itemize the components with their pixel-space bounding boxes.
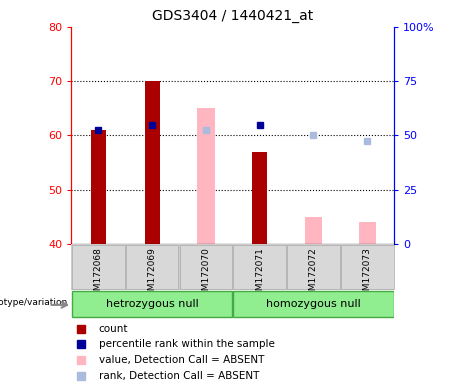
Bar (359, 222, 376, 244)
Text: hetrozygous null: hetrozygous null (106, 299, 199, 310)
Text: GSM172071: GSM172071 (255, 248, 264, 303)
Text: GSM172068: GSM172068 (94, 248, 103, 303)
Bar (305, 217, 322, 244)
Bar (287, 245, 340, 289)
Bar (252, 152, 267, 244)
Bar (145, 81, 160, 244)
Text: percentile rank within the sample: percentile rank within the sample (99, 339, 274, 349)
Text: value, Detection Call = ABSENT: value, Detection Call = ABSENT (99, 355, 264, 365)
Bar (91, 130, 106, 244)
Text: count: count (99, 324, 128, 334)
Bar (126, 245, 178, 289)
Text: GSM172070: GSM172070 (201, 248, 210, 303)
Bar (72, 291, 232, 317)
Bar (72, 245, 124, 289)
Bar (197, 108, 214, 244)
Bar (233, 291, 394, 317)
Bar (341, 245, 394, 289)
Title: GDS3404 / 1440421_at: GDS3404 / 1440421_at (152, 9, 313, 23)
Text: GSM172069: GSM172069 (148, 248, 157, 303)
Text: GSM172072: GSM172072 (309, 248, 318, 302)
Text: genotype/variation: genotype/variation (0, 298, 68, 307)
Text: homozygous null: homozygous null (266, 299, 361, 310)
Text: GSM172073: GSM172073 (363, 248, 372, 303)
Bar (233, 245, 286, 289)
Bar (180, 245, 232, 289)
Text: rank, Detection Call = ABSENT: rank, Detection Call = ABSENT (99, 371, 259, 381)
